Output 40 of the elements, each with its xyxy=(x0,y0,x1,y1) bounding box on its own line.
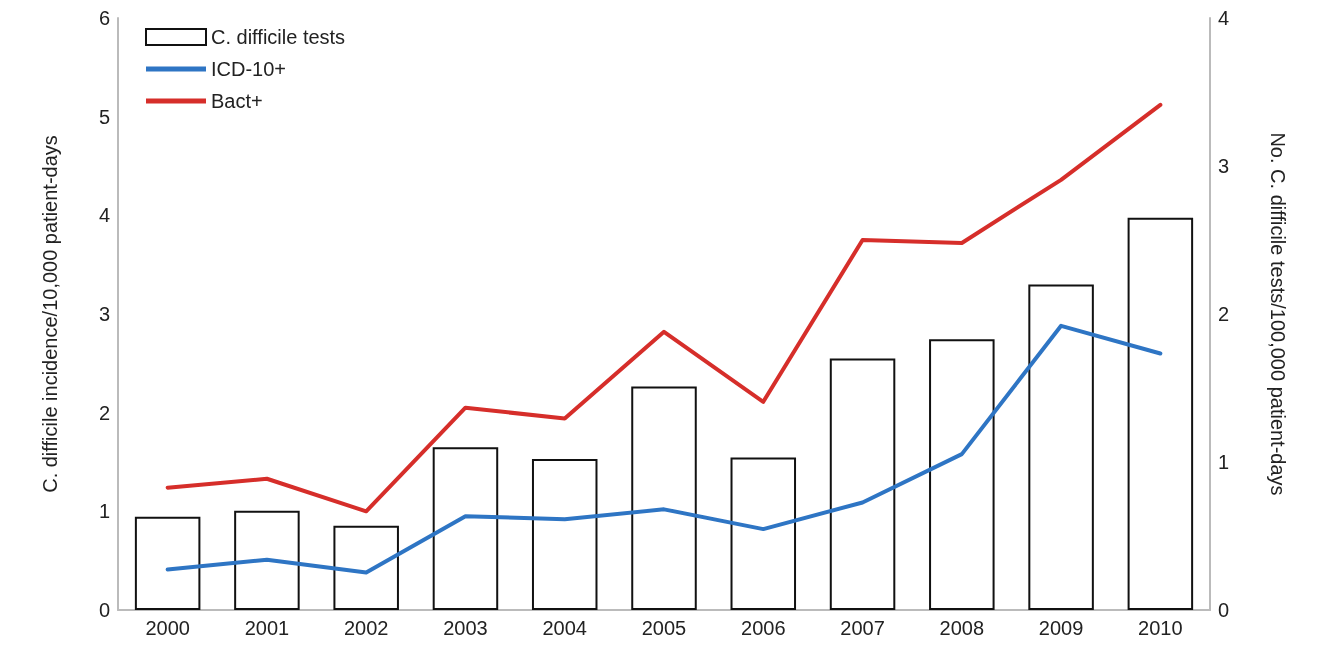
line-series xyxy=(165,323,1163,575)
bar xyxy=(929,339,995,610)
bar xyxy=(234,510,300,610)
x-tick-label: 2003 xyxy=(443,617,488,639)
bar xyxy=(134,516,201,610)
bar xyxy=(730,457,797,610)
bar xyxy=(631,386,697,610)
y-tick-label: 1 xyxy=(98,500,110,523)
legend-label: C. difficile tests xyxy=(211,26,346,48)
bar xyxy=(1028,284,1094,610)
y2-axis-title: No. C. difficile tests/100,000 patient-days xyxy=(1267,132,1289,496)
bar xyxy=(432,447,499,610)
x-tick-label: 2005 xyxy=(641,617,687,639)
y-tick-label: 5 xyxy=(98,105,110,128)
x-tick-label: 2001 xyxy=(244,617,290,639)
y2-tick-label: 0 xyxy=(1218,599,1230,621)
y-tick-label: 4 xyxy=(98,204,110,227)
x-tick-label: 2004 xyxy=(542,617,587,639)
y-tick-label: 0 xyxy=(98,599,110,621)
y2-tick-label: 1 xyxy=(1218,451,1230,473)
bar xyxy=(1127,217,1194,610)
x-tick-label: 2002 xyxy=(343,617,389,639)
bar xyxy=(333,525,399,610)
y2-tick-label: 2 xyxy=(1218,303,1230,325)
y-tick-label: 3 xyxy=(98,303,110,325)
x-tick-label: 2010 xyxy=(1138,617,1183,639)
x-tick-label: 2006 xyxy=(741,617,786,639)
x-tick-label: 2008 xyxy=(939,617,985,639)
y2-tick-label: 4 xyxy=(1218,7,1230,29)
legend-label: Bact+ xyxy=(211,90,263,112)
y2-tick-label: 3 xyxy=(1218,155,1230,177)
x-tick-label: 2007 xyxy=(840,617,885,639)
bar xyxy=(829,358,896,610)
x-tick-label: 2000 xyxy=(145,617,190,639)
y-tick-label: 2 xyxy=(98,401,110,424)
legend-label: ICD-10+ xyxy=(211,58,287,80)
y-tick-label: 6 xyxy=(98,7,110,29)
x-tick-label: 2009 xyxy=(1038,617,1084,639)
bar xyxy=(531,459,598,610)
y-axis-title: C. difficile incidence/10,000 patient-days xyxy=(39,135,61,493)
